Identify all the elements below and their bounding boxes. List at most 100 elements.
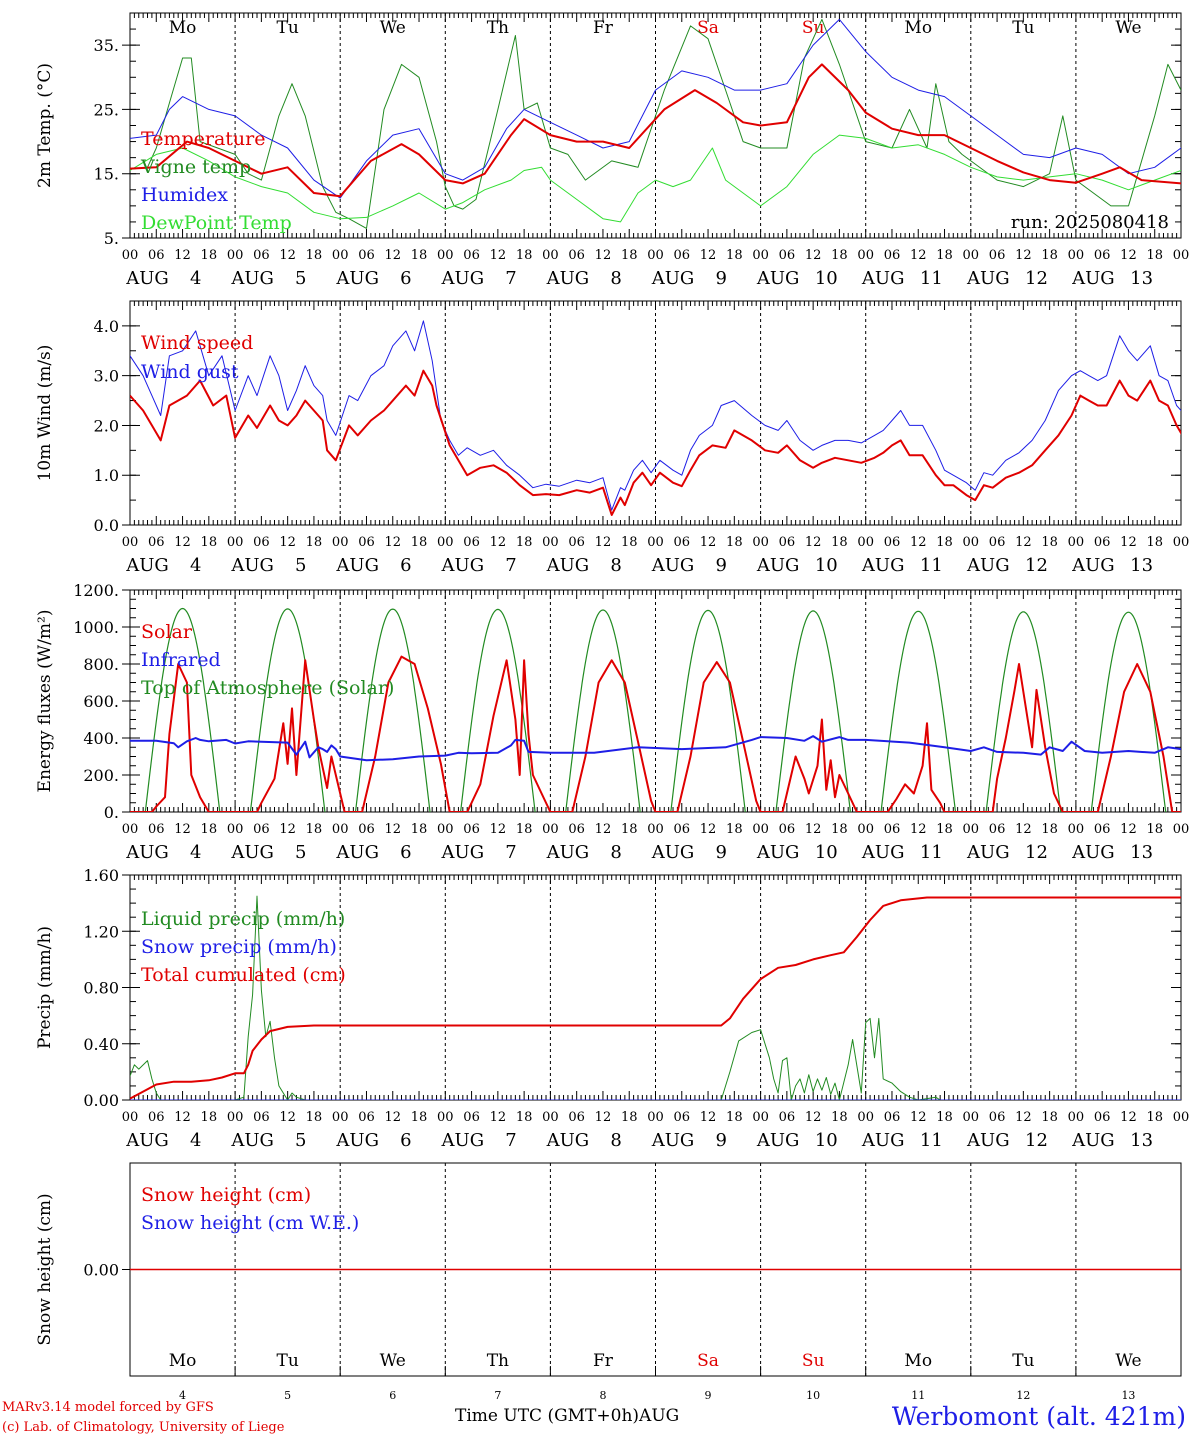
hour-tick-label: 18 xyxy=(1146,248,1163,263)
date-label: 13 xyxy=(1121,1389,1135,1402)
month-label: AUG xyxy=(651,268,695,289)
date-label: 11 xyxy=(920,842,943,863)
hour-tick-label: 06 xyxy=(674,535,691,550)
hour-tick-label: 18 xyxy=(621,248,638,263)
date-label: 12 xyxy=(1025,842,1048,863)
y-tick-label: 1.60 xyxy=(83,866,119,885)
hour-tick-label: 00 xyxy=(1173,535,1190,550)
y-tick-label: 600. xyxy=(83,692,119,711)
hour-tick-label: 12 xyxy=(384,822,401,837)
y-tick-label: 0.0 xyxy=(94,516,119,535)
hour-tick-label: 12 xyxy=(910,535,927,550)
hour-tick-label: 00 xyxy=(752,248,769,263)
hour-tick-label: 18 xyxy=(726,822,743,837)
y-tick-label: 400. xyxy=(83,729,119,748)
date-label: 4 xyxy=(190,555,201,576)
series-line-wind-speed xyxy=(130,369,1181,516)
date-label: 7 xyxy=(505,268,516,289)
hour-tick-label: 06 xyxy=(148,822,165,837)
weekday-label: Th xyxy=(487,18,509,38)
date-label: 9 xyxy=(715,268,726,289)
hour-tick-label: 06 xyxy=(779,822,796,837)
date-label: 10 xyxy=(815,555,838,576)
y-tick-label: 15. xyxy=(94,165,119,184)
date-label: 13 xyxy=(1130,555,1153,576)
hour-tick-label: 00 xyxy=(1173,822,1190,837)
weekday-label: Mo xyxy=(169,18,197,38)
hour-tick-label: 06 xyxy=(674,248,691,263)
month-label: AUG xyxy=(335,1130,379,1151)
date-label: 6 xyxy=(400,1130,411,1151)
hour-tick-label: 06 xyxy=(358,1110,375,1125)
hour-tick-label: 00 xyxy=(963,535,980,550)
date-label: 7 xyxy=(494,1389,501,1402)
hour-tick-label: 06 xyxy=(779,248,796,263)
hour-tick-label: 00 xyxy=(437,248,454,263)
weekday-label: Su xyxy=(802,18,825,38)
hour-tick-label: 12 xyxy=(384,535,401,550)
hour-tick-label: 06 xyxy=(568,248,585,263)
date-label: 9 xyxy=(705,1389,712,1402)
hour-tick-label: 06 xyxy=(253,1110,270,1125)
hour-tick-label: 06 xyxy=(568,1110,585,1125)
hour-tick-label: 12 xyxy=(174,822,191,837)
hour-tick-label: 06 xyxy=(568,535,585,550)
hour-tick-label: 18 xyxy=(411,822,428,837)
date-label: 11 xyxy=(920,555,943,576)
weekday-label: We xyxy=(380,1351,406,1371)
y-tick-label: 0.00 xyxy=(83,1091,119,1110)
panel-energy: 0. 200. 400. 600. 800. 1000. 1200. Energy fluxe… xyxy=(35,581,1189,863)
hour-tick-label: 18 xyxy=(621,1110,638,1125)
date-label: 13 xyxy=(1130,268,1153,289)
hour-tick-label: 06 xyxy=(358,535,375,550)
hour-tick-label: 06 xyxy=(989,1110,1006,1125)
legend-label: Wind speed xyxy=(141,332,253,354)
hour-tick-label: 18 xyxy=(621,822,638,837)
series-line-wind-gust xyxy=(130,320,1181,511)
month-label: AUG xyxy=(651,1130,695,1151)
hour-tick-label: 18 xyxy=(1041,248,1058,263)
legend-label: Wind gust xyxy=(141,361,239,383)
hour-tick-label: 00 xyxy=(963,822,980,837)
toa-solar-line xyxy=(565,609,641,812)
weekday-label: Tu xyxy=(277,18,299,38)
weekday-label: Th xyxy=(487,1351,509,1371)
hour-tick-label: 00 xyxy=(542,1110,559,1125)
hour-tick-label: 18 xyxy=(201,248,218,263)
date-label: 6 xyxy=(389,1389,396,1402)
hour-tick-label: 06 xyxy=(674,1110,691,1125)
hour-tick-label: 18 xyxy=(621,535,638,550)
credit-line-2: (c) Lab. of Climatology, University of L… xyxy=(2,1420,285,1435)
weekday-label: We xyxy=(1115,18,1141,38)
hour-tick-label: 00 xyxy=(122,822,139,837)
hour-tick-label: 00 xyxy=(647,1110,664,1125)
hour-tick-label: 12 xyxy=(595,1110,612,1125)
hour-tick-label: 00 xyxy=(1068,248,1085,263)
hour-tick-label: 00 xyxy=(122,535,139,550)
hour-tick-label: 12 xyxy=(700,1110,717,1125)
date-label: 8 xyxy=(610,555,621,576)
date-label: 10 xyxy=(815,268,838,289)
date-label: 11 xyxy=(911,1389,925,1402)
hour-tick-label: 12 xyxy=(910,1110,927,1125)
hour-tick-label: 00 xyxy=(752,1110,769,1125)
hour-tick-label: 06 xyxy=(884,535,901,550)
hour-tick-label: 12 xyxy=(1015,535,1032,550)
hour-tick-label: 18 xyxy=(726,248,743,263)
hour-tick-label: 12 xyxy=(1015,822,1032,837)
date-label: 6 xyxy=(400,842,411,863)
hour-tick-label: 18 xyxy=(936,535,953,550)
hour-tick-label: 18 xyxy=(831,248,848,263)
hour-tick-label: 06 xyxy=(253,248,270,263)
weekday-label: Tu xyxy=(1012,18,1034,38)
month-label: AUG xyxy=(1071,842,1115,863)
month-label: AUG xyxy=(441,1130,485,1151)
date-label: 11 xyxy=(920,268,943,289)
hour-tick-label: 00 xyxy=(1068,1110,1085,1125)
month-label: AUG xyxy=(651,842,695,863)
hour-tick-label: 12 xyxy=(174,1110,191,1125)
month-label: AUG xyxy=(546,555,590,576)
y-axis-label: 2m Temp. (°C) xyxy=(35,63,55,188)
toa-solar-line xyxy=(1090,611,1167,812)
month-label: AUG xyxy=(966,842,1010,863)
